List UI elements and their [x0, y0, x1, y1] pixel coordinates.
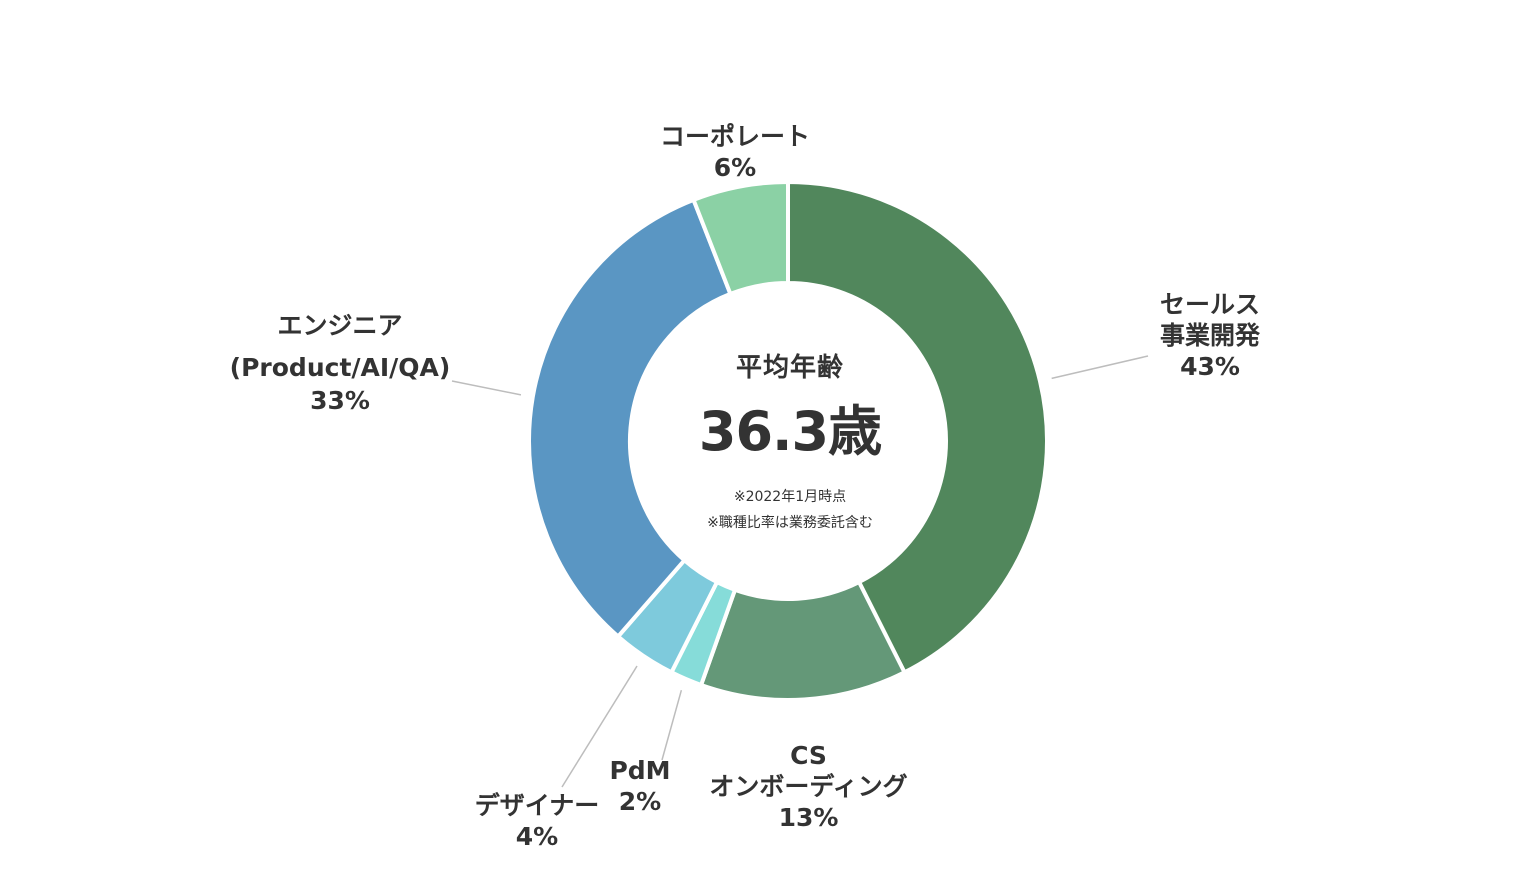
- slice-name-line: PdM: [609, 756, 671, 785]
- leader-line-designer: [561, 665, 638, 788]
- slice-label-designer: デザイナー 4%: [462, 790, 612, 852]
- slice-percent: 6%: [713, 153, 757, 182]
- slice-name-line: デザイナー: [474, 791, 600, 820]
- slice-sales: [786, 179, 1049, 676]
- slice-percent: 43%: [1180, 352, 1240, 381]
- slice-percent: 13%: [778, 803, 839, 832]
- slice-engineer: [527, 197, 733, 640]
- average-age-value: 36.3歳: [698, 400, 882, 463]
- slice-label-cs-onboarding: CS オンボーディング 13%: [686, 740, 931, 833]
- slice-percent: 4%: [515, 822, 559, 851]
- leader-line-pdm: [661, 689, 683, 761]
- date-note: ※2022年1月時点: [733, 489, 847, 505]
- slice-name-line: コーポレート: [659, 122, 810, 151]
- ratio-note: ※職種比率は業務委託含む: [707, 515, 873, 531]
- slice-label-sales: セールス 事業開発 43%: [1130, 289, 1290, 382]
- slice-name-line: セールス: [1159, 290, 1260, 319]
- slice-label-corporate: コーポレート 6%: [640, 121, 830, 183]
- chart-center-info: 平均年齢 36.3歳 ※2022年1月時点 ※職種比率は業務委託含む: [630, 350, 950, 536]
- leader-line-sales: [1051, 355, 1149, 380]
- slice-corporate: [690, 179, 790, 297]
- slice-name-line: オンボーディング: [709, 772, 908, 801]
- average-age-label: 平均年齢: [735, 353, 844, 383]
- slice-name-line: 事業開発: [1159, 321, 1260, 350]
- slice-label-engineer: エンジニア (Product/AI/QA) 33%: [220, 306, 460, 415]
- slice-name-line: (Product/AI/QA): [229, 353, 451, 382]
- slice-label-pdm: PdM 2%: [600, 755, 680, 817]
- leader-line-engineer: [451, 380, 522, 396]
- slice-percent: 2%: [618, 787, 662, 816]
- slice-percent: 33%: [310, 386, 370, 415]
- slice-name-line: エンジニア: [277, 311, 403, 340]
- slice-name-line: CS: [790, 741, 827, 770]
